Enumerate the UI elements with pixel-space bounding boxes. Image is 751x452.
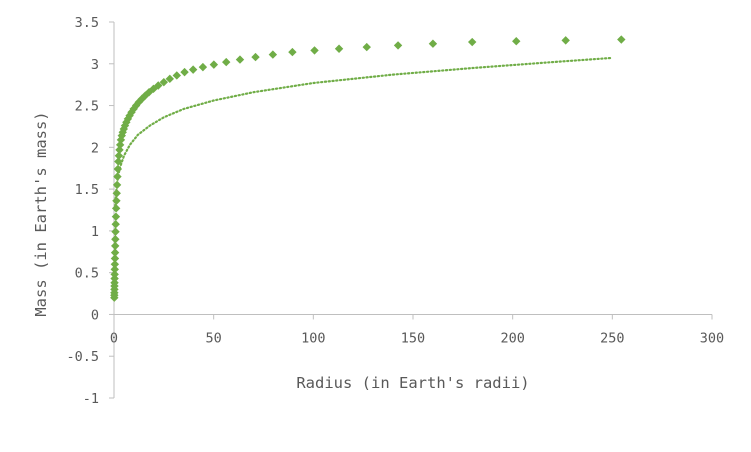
y-tick-label: 0 xyxy=(91,307,99,323)
data-point xyxy=(111,235,120,244)
y-tick-label: 1 xyxy=(91,224,99,240)
data-point xyxy=(111,204,121,213)
data-point xyxy=(111,227,120,236)
data-point xyxy=(310,46,319,55)
data-point xyxy=(154,81,163,90)
data-points xyxy=(110,35,626,302)
x-axis-title: Radius (in Earth's radii) xyxy=(296,374,529,392)
data-point xyxy=(129,104,138,114)
data-point xyxy=(209,60,219,69)
y-axis-title: Mass (in Earth's mass) xyxy=(32,111,50,316)
data-point xyxy=(288,47,297,57)
data-point xyxy=(117,131,126,140)
y-tick-label: 3.5 xyxy=(75,15,99,31)
tick-labels: 0 50 100 150 200 250 300 -1 -0.5 0 0.5 1 1.5 2 2.5 3 3.5 xyxy=(66,15,724,407)
data-point xyxy=(110,254,120,263)
y-tick-label: 0.5 xyxy=(75,266,99,282)
data-point xyxy=(235,55,245,64)
x-tick-label: 300 xyxy=(700,330,724,346)
data-point xyxy=(112,189,121,198)
data-point xyxy=(251,52,260,62)
data-point xyxy=(110,248,120,257)
data-point xyxy=(119,124,129,134)
data-point xyxy=(172,71,181,80)
data-point xyxy=(115,140,125,150)
data-point xyxy=(561,36,570,45)
data-point xyxy=(110,265,119,274)
data-point xyxy=(180,67,189,77)
data-point xyxy=(113,164,123,174)
trendline xyxy=(113,56,614,212)
data-point xyxy=(111,220,120,229)
data-point xyxy=(114,157,123,166)
data-point xyxy=(188,65,198,74)
trendline-path xyxy=(113,56,614,212)
data-point xyxy=(268,50,278,59)
x-tick-label: 150 xyxy=(401,330,425,346)
data-point xyxy=(110,260,120,269)
data-point xyxy=(115,145,124,155)
y-tick-label: 1.5 xyxy=(75,182,99,198)
data-point xyxy=(468,37,477,47)
y-tick-label: 2.5 xyxy=(75,99,99,115)
x-tick-label: 50 xyxy=(206,330,222,346)
data-point xyxy=(165,74,175,84)
data-point xyxy=(222,57,231,67)
x-tick-label: 100 xyxy=(301,330,325,346)
data-point xyxy=(113,172,122,181)
data-point xyxy=(334,44,344,53)
y-tick-label: 3 xyxy=(91,57,99,73)
data-point xyxy=(112,180,122,190)
x-tick-label: 250 xyxy=(600,330,624,346)
data-point xyxy=(428,39,438,48)
data-point xyxy=(617,35,626,44)
data-point xyxy=(112,196,121,206)
data-point xyxy=(198,62,208,72)
data-point xyxy=(110,270,119,279)
x-tick-label: 0 xyxy=(110,330,118,346)
y-tick-label: 2 xyxy=(91,140,99,156)
data-point xyxy=(393,41,403,50)
data-point xyxy=(114,151,124,160)
data-point xyxy=(512,37,521,46)
data-point xyxy=(120,121,130,130)
data-point xyxy=(111,241,120,251)
x-tick-label: 200 xyxy=(500,330,524,346)
data-point xyxy=(118,128,127,137)
data-point xyxy=(362,42,371,52)
y-tick-label: -1 xyxy=(83,391,99,407)
y-tick-label: -0.5 xyxy=(66,349,99,365)
data-point xyxy=(111,212,121,221)
data-point xyxy=(159,77,169,87)
